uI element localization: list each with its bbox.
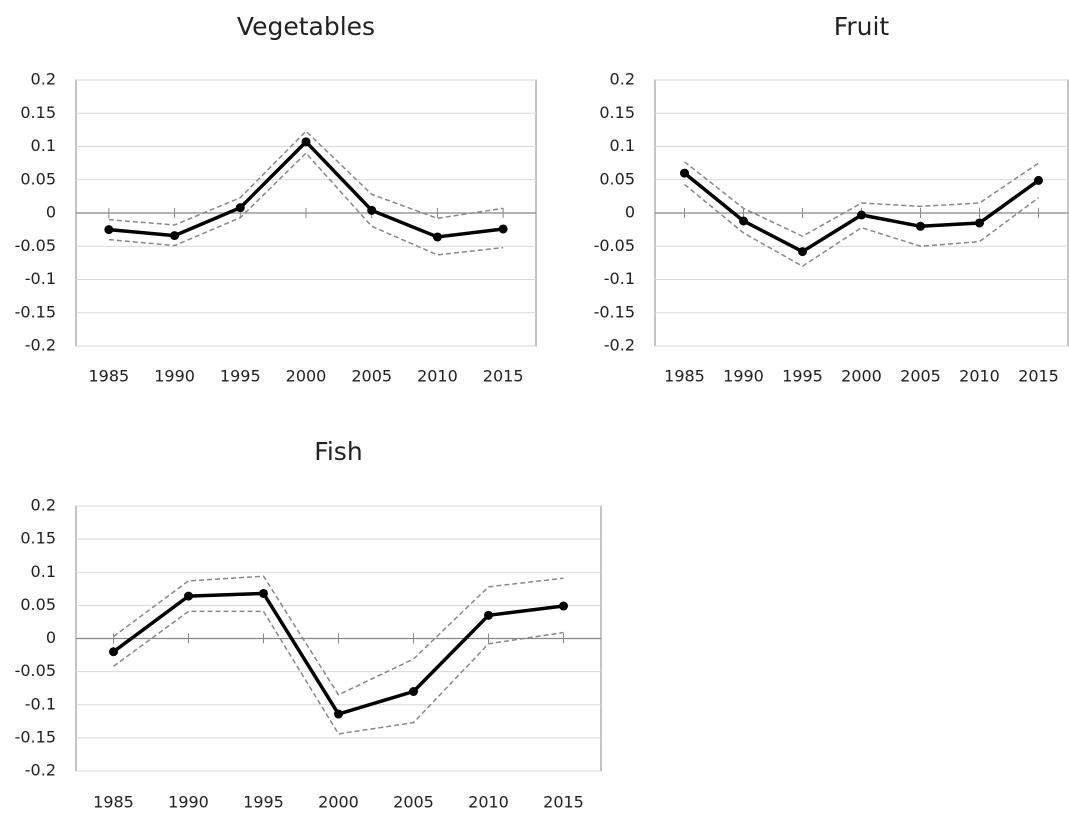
x-tick-label: 1995 <box>243 793 284 812</box>
series-line <box>112 591 564 716</box>
x-tick-label: 1995 <box>782 367 823 386</box>
y-tick-label: 0.2 <box>31 70 56 89</box>
y-tick-label: 0.1 <box>31 562 56 581</box>
marker <box>432 232 442 242</box>
x-tick-label: 1985 <box>664 367 705 386</box>
marker <box>559 601 568 611</box>
y-tick-label: -0.2 <box>25 761 56 780</box>
chart-title: Fish <box>314 437 362 466</box>
x-tick-label: 1985 <box>93 793 134 812</box>
y-tick-label: 0 <box>625 203 635 222</box>
x-tick-label: 2015 <box>543 793 584 812</box>
marker <box>334 709 343 719</box>
marker <box>235 203 245 213</box>
chart: Fish -0.2 -0.15 -0.1 -0.05 0 0.05 0.1 0.15 0.2 198… <box>15 437 602 812</box>
x-tick-label: 2005 <box>351 367 392 386</box>
marker <box>484 610 493 620</box>
y-tick-label: 0.15 <box>20 529 56 548</box>
y-tick-label: -0.15 <box>15 727 56 746</box>
series-line <box>108 152 504 256</box>
y-tick-label: 0.15 <box>599 103 635 122</box>
marker <box>1034 175 1043 185</box>
y-tick-label: 0.15 <box>20 103 56 122</box>
y-tick-label: 0.05 <box>20 595 56 614</box>
marker <box>367 205 377 215</box>
y-tick-label: -0.1 <box>604 269 635 288</box>
chart: Vegetables -0.2 -0.15 -0.1 -0.05 0 0.05 0.1 0.15… <box>15 12 537 386</box>
x-tick-label: 1990 <box>154 367 195 386</box>
y-tick-label: 0.2 <box>610 70 635 89</box>
series-line <box>108 130 504 226</box>
y-tick-label: 0.1 <box>31 136 56 155</box>
series-line <box>113 575 564 696</box>
marker <box>409 687 418 696</box>
x-tick-label: 1995 <box>220 367 261 386</box>
series-line <box>108 140 504 239</box>
x-tick-label: 2000 <box>318 793 359 812</box>
y-tick-label: -0.1 <box>25 269 56 288</box>
series-line <box>684 183 1039 267</box>
chart: Fruit -0.2 -0.15 -0.1 -0.05 0 0.05 0.1 0.15 0.2 19… <box>594 12 1069 386</box>
y-tick-label: 0.2 <box>31 496 56 515</box>
y-tick-label: -0.15 <box>594 302 635 321</box>
x-tick-label: 2015 <box>1018 367 1059 386</box>
x-tick-label: 2000 <box>841 367 882 386</box>
x-tick-label: 1990 <box>723 367 764 386</box>
marker <box>259 588 268 598</box>
y-tick-label: -0.15 <box>15 302 56 321</box>
x-tick-label: 1990 <box>168 793 209 812</box>
marker <box>916 221 925 231</box>
x-tick-label: 2015 <box>483 367 524 386</box>
marker <box>104 225 114 235</box>
y-tick-label: -0.05 <box>15 661 56 680</box>
x-tick-label: 2005 <box>900 367 941 386</box>
x-tick-label: 2005 <box>393 793 434 812</box>
y-tick-label: 0.05 <box>599 169 635 188</box>
y-tick-label: -0.1 <box>25 694 56 713</box>
y-tick-label: 0.1 <box>610 136 635 155</box>
marker <box>109 647 118 657</box>
marker <box>680 168 689 178</box>
marker <box>857 210 866 220</box>
y-tick-label: -0.05 <box>594 236 635 255</box>
chart-title: Vegetables <box>237 12 375 41</box>
x-tick-label: 2010 <box>417 367 458 386</box>
series-line <box>684 161 1039 238</box>
y-tick-label: 0 <box>46 628 56 647</box>
y-tick-label: -0.2 <box>25 336 56 355</box>
x-tick-label: 2010 <box>468 793 509 812</box>
marker <box>975 218 984 228</box>
x-tick-label: 2010 <box>959 367 1000 386</box>
y-tick-label: 0.05 <box>20 169 56 188</box>
marker <box>739 216 748 226</box>
marker <box>170 231 180 241</box>
marker <box>498 224 508 234</box>
y-tick-label: -0.2 <box>604 336 635 355</box>
x-tick-label: 1985 <box>88 367 129 386</box>
y-tick-label: 0 <box>46 203 56 222</box>
x-tick-label: 2000 <box>286 367 327 386</box>
y-tick-label: -0.05 <box>15 236 56 255</box>
marker <box>798 247 807 257</box>
series-line <box>113 610 564 735</box>
chart-title: Fruit <box>834 12 890 41</box>
marker <box>301 137 311 147</box>
marker <box>184 591 193 601</box>
